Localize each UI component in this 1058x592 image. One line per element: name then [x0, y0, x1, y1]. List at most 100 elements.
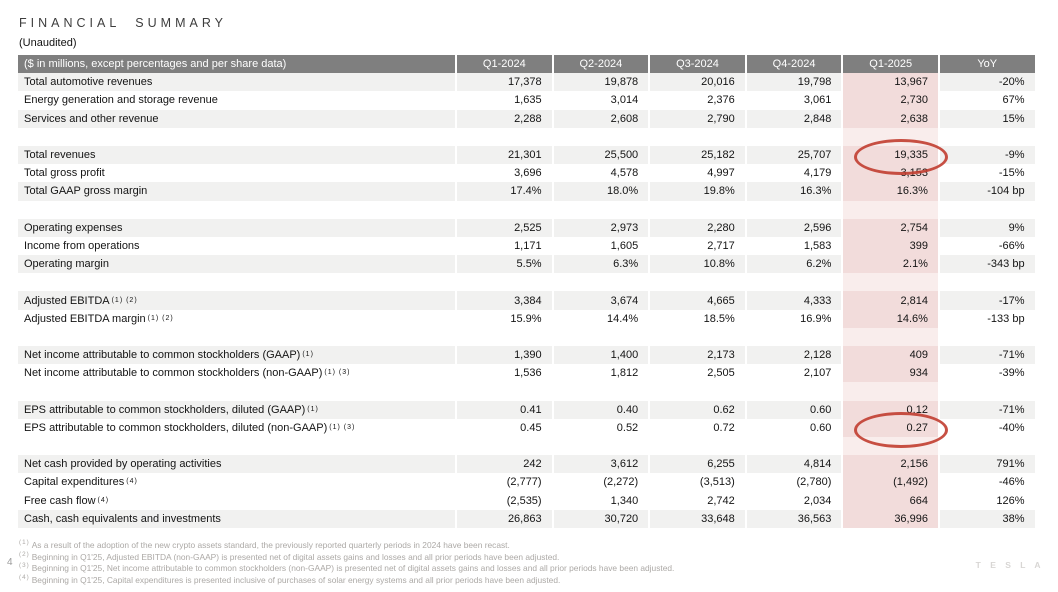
spacer-cell-q1-2025 — [841, 436, 938, 456]
cell-q4-2024: (2,780) — [744, 473, 842, 492]
row-label: Total revenues — [24, 149, 96, 162]
cell-q1-2025: 19,335 — [841, 138, 948, 175]
cell-q1-2025: 399 — [841, 236, 938, 256]
footnote-ref: (3) — [19, 562, 30, 570]
row-label: Net cash provided by operating activitie… — [24, 458, 222, 471]
table-row: Services and other revenue 2,288 2,608 2,79… — [18, 109, 1035, 128]
cell-q1-2025: 934 — [841, 364, 938, 383]
spacer-cell-q1-2025 — [841, 382, 938, 401]
spacer-cell-q3-2024 — [648, 327, 745, 346]
row-label: Energy generation and storage revenue — [24, 94, 218, 107]
cell-q1-2024: 2,288 — [455, 109, 552, 128]
cell-q2-2024: 0.52 — [551, 418, 649, 437]
cell-yoy: -20% — [937, 73, 1035, 92]
cell-q1-2024: 5.5% — [455, 255, 552, 274]
cell-q1-2024: 17.4% — [455, 182, 552, 201]
cell-q1-2025: 3,153 — [841, 164, 938, 183]
row-label: Total gross profit — [24, 167, 105, 180]
spacer-row — [18, 436, 1035, 456]
spacer-cell-yoy — [937, 273, 1035, 292]
cell-q2-2024: 19,878 — [551, 73, 649, 92]
cell-q3-2024: 25,182 — [648, 145, 745, 165]
cell-q1-2024: 1,390 — [455, 346, 552, 365]
page-number: 4 — [7, 557, 13, 568]
spacer-row — [18, 382, 1035, 401]
cell-q4-2024: 1,583 — [744, 236, 842, 256]
cell-yoy: -15% — [937, 164, 1035, 183]
spacer-cell-q3-2024 — [648, 436, 745, 456]
cell-q4-2024: 16.9% — [744, 309, 842, 328]
cell-q1-2024: 21,301 — [455, 145, 552, 165]
cell-q1-2024: 15.9% — [455, 309, 552, 328]
cell-q1-2025: 2,814 — [841, 291, 938, 310]
footnote-ref: (4) — [19, 573, 30, 581]
cell-q2-2024: 3,612 — [551, 455, 649, 474]
table-row: Total GAAP gross margin 17.4% 18.0% 19.8% 16… — [18, 182, 1035, 201]
cell-q4-2024: 19,798 — [744, 73, 842, 92]
cell-yoy: 9% — [937, 218, 1035, 237]
cell-q4-2024: 2,128 — [744, 346, 842, 365]
spacer-cell-q1-2024 — [455, 382, 552, 401]
spacer-cell-yoy — [937, 382, 1035, 401]
cell-q4-2024: 4,333 — [744, 291, 842, 310]
cell-yoy: -104 bp — [937, 182, 1035, 201]
cell-q4-2024: 3,061 — [744, 91, 842, 110]
row-label: Total GAAP gross margin — [24, 185, 148, 198]
header-label-cell: ($ in millions, except percentages and p… — [24, 58, 287, 71]
spacer-label-cell — [18, 437, 455, 455]
cell-yoy: -71% — [937, 400, 1035, 419]
cell-q3-2024: 18.5% — [648, 309, 745, 328]
cell-q1-2024: (2,777) — [455, 473, 552, 492]
spacer-cell-q2-2024 — [551, 382, 649, 401]
row-label: Operating expenses — [24, 221, 123, 234]
spacer-cell-q4-2024 — [744, 382, 842, 401]
footnotes: (1) As a result of the adoption of the ne… — [19, 540, 674, 586]
cell-yoy: 126% — [937, 491, 1035, 510]
cell-q2-2024: 0.40 — [551, 400, 649, 419]
table-header-row: ($ in millions, except percentages and p… — [18, 55, 1035, 74]
row-label: Adjusted EBITDA margin (1) (2) — [24, 312, 174, 325]
spacer-label-cell — [18, 273, 455, 291]
cell-yoy: -17% — [937, 291, 1035, 310]
cell-q4-2024: 4,814 — [744, 455, 842, 474]
spacer-row — [18, 127, 1035, 146]
cell-yoy: -66% — [937, 236, 1035, 256]
header-cell-q3-2024: Q3-2024 — [648, 55, 745, 74]
table-row: Operating margin 5.5% 6.3% 10.8% 6.2% 2.1% -34… — [18, 255, 1035, 274]
spacer-cell-q3-2024 — [648, 127, 745, 146]
row-label: Cash, cash equivalents and investments — [24, 512, 221, 525]
cell-yoy: -71% — [937, 346, 1035, 365]
cell-q1-2025: 14.6% — [841, 309, 938, 328]
cell-q1-2025: 2,730 — [841, 91, 938, 110]
cell-q3-2024: 0.62 — [648, 400, 745, 419]
cell-q3-2024: 10.8% — [648, 255, 745, 274]
footnote-line: (2) Beginning in Q1'25, Adjusted EBITDA (… — [19, 550, 560, 562]
table-row: Income from operations 1,171 1,605 2,717 1,5… — [18, 236, 1035, 256]
cell-q2-2024: 4,578 — [551, 164, 649, 183]
table-row: Adjusted EBITDA (1) (2) 3,384 3,674 4,665 4,3… — [18, 291, 1035, 310]
cell-yoy: -343 bp — [937, 255, 1035, 274]
cell-q3-2024: 2,280 — [648, 218, 745, 237]
cell-q4-2024: 2,034 — [744, 491, 842, 510]
cell-q2-2024: 3,674 — [551, 291, 649, 310]
header-cell-yoy: YoY — [937, 55, 1035, 74]
cell-q1-2025: 2,754 — [841, 218, 938, 237]
cell-q3-2024: 19.8% — [648, 182, 745, 201]
cell-yoy: -133 bp — [937, 309, 1035, 328]
spacer-cell-q3-2024 — [648, 200, 745, 219]
spacer-cell-q1-2024 — [455, 127, 552, 146]
cell-q3-2024: 0.72 — [648, 418, 745, 437]
cell-q3-2024: (3,513) — [648, 473, 745, 492]
spacer-cell-q1-2025 — [841, 200, 938, 219]
table-row: Capital expenditures (4) (2,777) (2,272) (3,… — [18, 473, 1035, 492]
spacer-cell-q3-2024 — [648, 273, 745, 292]
cell-q1-2025: 2,638 — [841, 109, 938, 128]
spacer-cell-yoy — [937, 127, 1035, 146]
cell-yoy: -40% — [937, 418, 1035, 437]
header-cell-q1-2024: Q1-2024 — [455, 55, 552, 74]
spacer-cell-q2-2024 — [551, 127, 649, 146]
cell-q4-2024: 2,848 — [744, 109, 842, 128]
spacer-cell-q1-2025 — [841, 273, 938, 292]
spacer-cell-q4-2024 — [744, 436, 842, 456]
